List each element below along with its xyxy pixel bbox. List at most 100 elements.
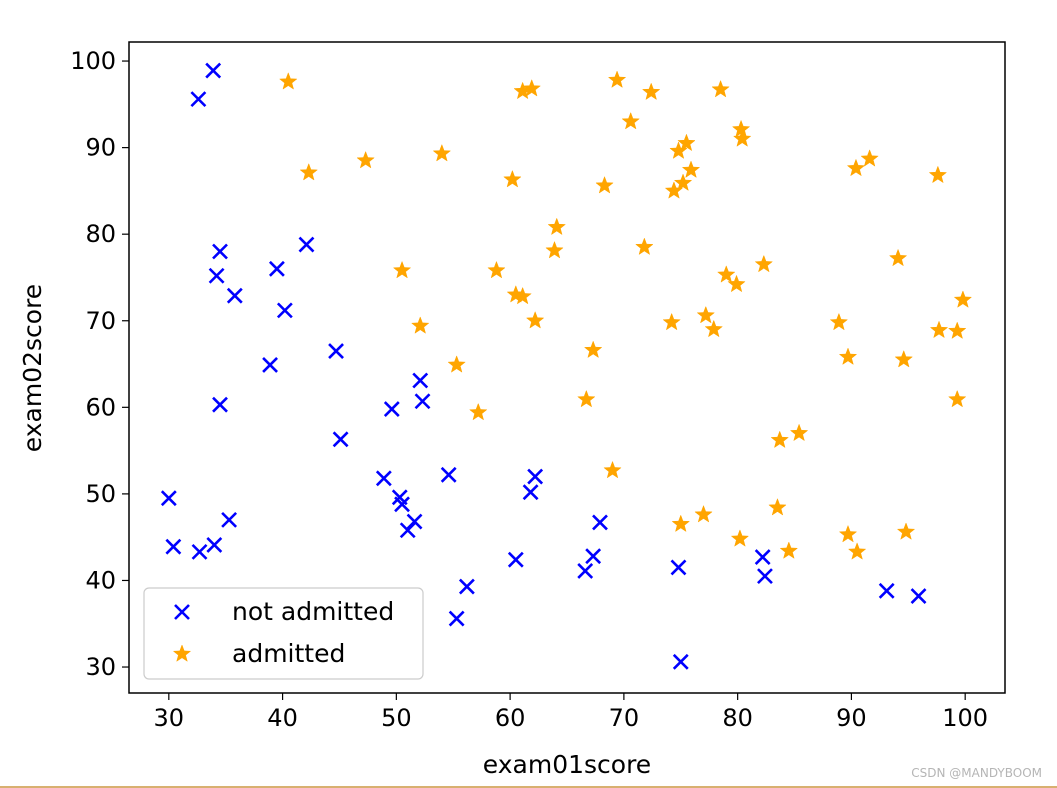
not-admitted-point — [205, 62, 222, 79]
not-admitted-point — [226, 287, 243, 304]
x-tick-label: 40 — [267, 704, 298, 732]
not-admitted-point — [160, 490, 177, 507]
not-admitted-point — [577, 563, 594, 579]
not-admitted-point — [878, 582, 895, 599]
admitted-point — [928, 165, 948, 184]
admitted-point — [447, 355, 466, 373]
y-tick-label: 100 — [70, 47, 116, 75]
watermark: CSDN @MANDYBOOM — [911, 766, 1042, 780]
admitted-point — [770, 430, 789, 449]
admitted-point — [779, 541, 799, 559]
not-admitted-point — [592, 514, 608, 531]
legend-label-admitted: admitted — [232, 639, 345, 668]
admitted-point — [711, 79, 730, 98]
admitted-point — [299, 163, 318, 181]
not-admitted-point — [507, 551, 524, 568]
not-admitted-point — [522, 484, 539, 501]
not-admitted-point — [754, 549, 771, 566]
admitted-point — [547, 217, 566, 236]
not-admitted-point — [672, 653, 689, 670]
x-tick-label: 70 — [609, 704, 640, 732]
not-admitted-point — [412, 372, 429, 389]
admitted-point — [583, 340, 603, 359]
admitted-point — [730, 529, 750, 547]
admitted-point — [669, 141, 688, 159]
not-admitted-point — [440, 466, 457, 483]
admitted-point — [662, 312, 681, 331]
admitted-point — [522, 79, 541, 97]
admitted-point — [607, 70, 627, 88]
admitted-point — [513, 286, 532, 305]
y-tick-label: 60 — [85, 393, 116, 421]
not-admitted-point — [332, 431, 349, 448]
admitted-point — [671, 514, 691, 533]
admitted-point — [789, 423, 809, 442]
admitted-point — [929, 320, 949, 339]
not-admitted-point — [268, 260, 285, 277]
admitted-point — [635, 237, 654, 256]
y-tick-label: 70 — [85, 307, 116, 335]
admitted-point — [664, 181, 684, 199]
admitted-point — [503, 169, 522, 188]
not-admitted-point — [298, 236, 315, 253]
not-admitted-point — [328, 343, 344, 359]
admitted-point — [894, 350, 913, 368]
not-admitted-point — [262, 356, 278, 373]
not-admitted-point — [910, 588, 927, 604]
plot-area — [129, 42, 1005, 693]
admitted-point — [732, 129, 752, 147]
admitted-point — [603, 460, 622, 479]
legend-x-marker — [174, 604, 190, 620]
admitted-point — [673, 173, 693, 191]
legend-marker-admitted — [172, 644, 192, 662]
admitted-point — [577, 389, 596, 408]
not-admitted-point — [165, 538, 182, 555]
admitted-point — [487, 260, 506, 279]
y-tick-label: 30 — [85, 653, 116, 681]
admitted-point — [545, 240, 564, 259]
not-admitted-point — [670, 559, 687, 576]
legend-star-marker — [172, 644, 192, 662]
admitted-point — [829, 312, 849, 331]
not-admitted-point — [208, 267, 225, 284]
not-admitted-point — [383, 401, 400, 417]
admitted-point — [947, 389, 967, 408]
not-admitted-point — [448, 610, 465, 627]
not-admitted-point — [191, 543, 208, 560]
not-admitted-point — [212, 396, 228, 413]
not-admitted-point — [375, 470, 392, 487]
admitted-point — [595, 175, 614, 194]
admitted-point — [754, 254, 774, 273]
admitted-point — [279, 72, 298, 90]
admitted-point — [677, 133, 696, 152]
data-points — [160, 62, 973, 670]
y-axis: 30 40 50 60 70 80 90 100 — [70, 47, 129, 681]
admitted-point — [525, 311, 545, 329]
legend-box — [143, 587, 424, 680]
x-tick-label: 60 — [495, 704, 526, 732]
not-admitted-point — [757, 568, 773, 585]
y-tick-label: 90 — [85, 134, 116, 162]
x-tick-label: 90 — [836, 704, 867, 732]
admitted-point — [704, 319, 723, 338]
admitted-point — [717, 265, 736, 283]
admitted-point — [838, 524, 858, 543]
legend-marker-not-admitted — [174, 604, 190, 620]
admitted-point — [432, 143, 452, 162]
x-axis: 30 40 50 60 70 80 90 100 — [154, 693, 988, 732]
not-admitted-point — [190, 91, 207, 108]
not-admitted-point — [585, 548, 602, 565]
x-tick-label: 30 — [154, 704, 185, 732]
y-tick-label: 80 — [85, 220, 116, 248]
admitted-point — [846, 158, 866, 177]
admitted-point — [896, 522, 916, 540]
bottom-rule — [0, 786, 1057, 788]
not-admitted-point — [206, 537, 223, 553]
x-axis-label: exam01score — [483, 750, 651, 779]
not-admitted-point — [221, 511, 238, 528]
admitted-point — [696, 305, 716, 324]
plot-frame — [128, 41, 1006, 694]
admitted-point — [860, 149, 879, 167]
admitted-point — [621, 111, 640, 130]
